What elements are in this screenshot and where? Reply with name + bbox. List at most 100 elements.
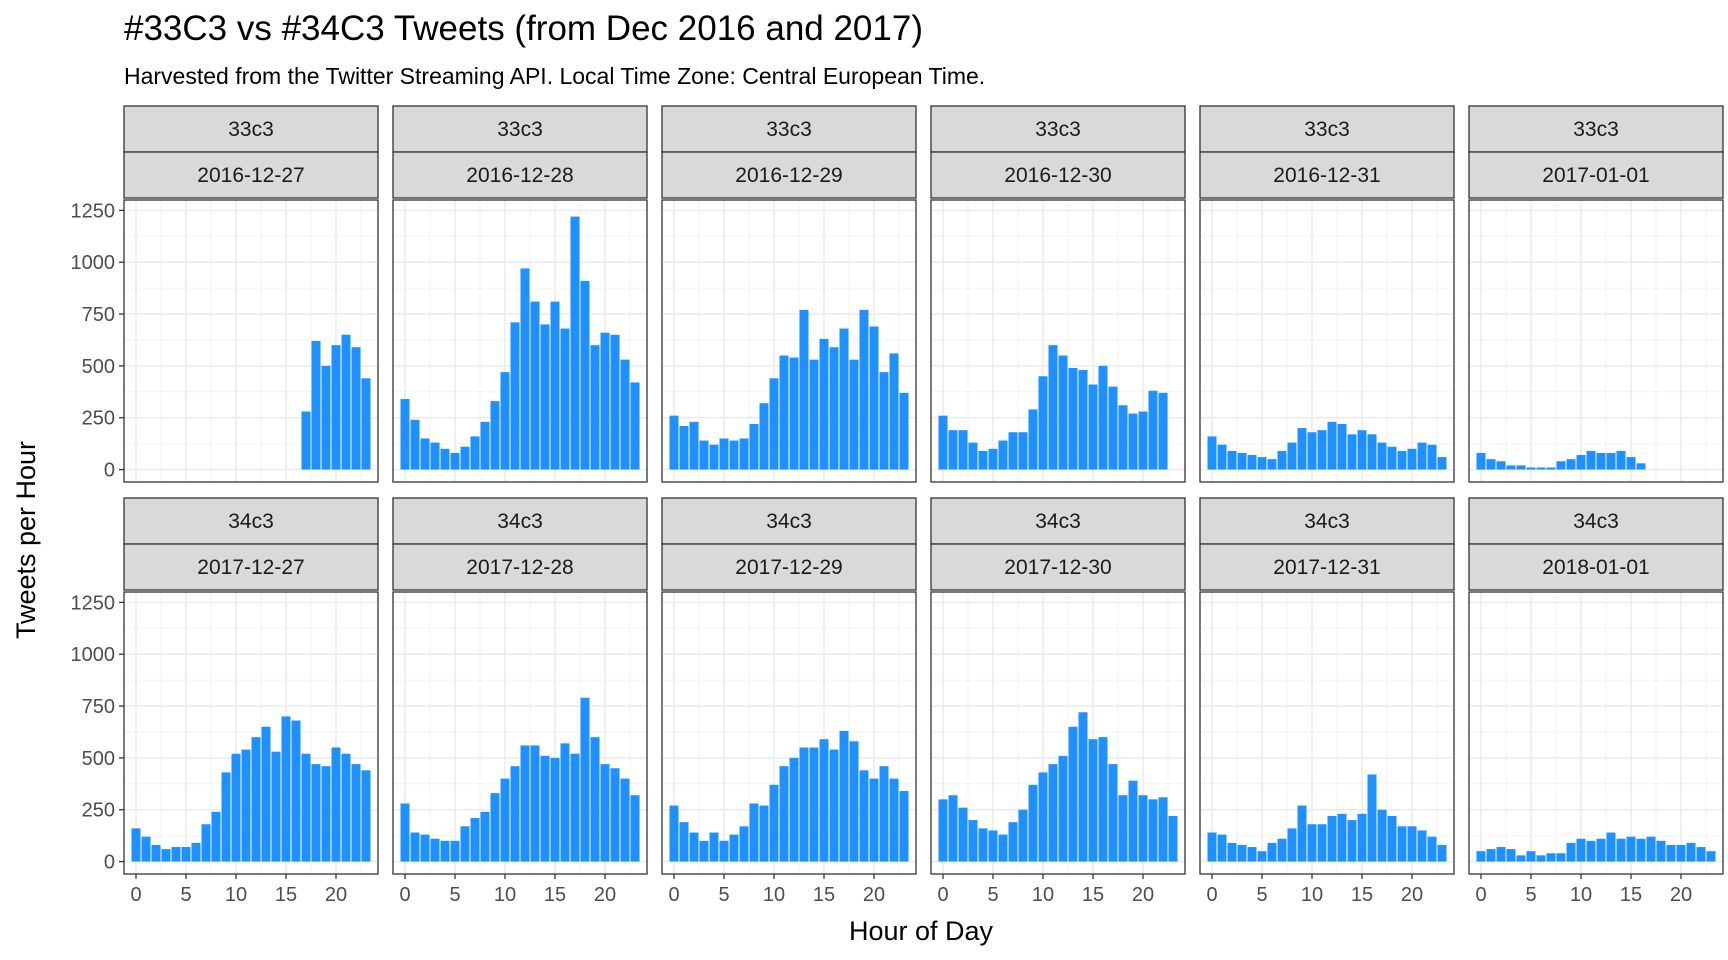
bar — [321, 365, 331, 470]
x-tick-label: 10 — [494, 884, 516, 906]
bar — [1048, 764, 1058, 862]
y-tick-label: 0 — [104, 852, 115, 874]
bar — [590, 737, 600, 862]
bar — [1068, 367, 1078, 470]
bar — [1168, 815, 1178, 862]
bar — [420, 438, 430, 470]
bar — [709, 444, 719, 470]
bar — [241, 749, 251, 862]
bar — [1546, 467, 1556, 470]
strip-date-label: 2016-12-31 — [1273, 164, 1380, 187]
bar — [620, 778, 630, 862]
bar — [1098, 365, 1108, 470]
bar — [1606, 832, 1616, 862]
strip-event-label: 33c3 — [1573, 118, 1619, 141]
bar — [301, 753, 311, 862]
bar — [988, 830, 998, 862]
bar — [500, 778, 510, 862]
x-tick-label: 10 — [1032, 884, 1054, 906]
strip-date-bg — [661, 151, 917, 199]
bar — [1476, 452, 1486, 470]
strip-event-bg — [1199, 105, 1455, 153]
panel-border — [1468, 199, 1724, 483]
x-tick-label: 20 — [1401, 884, 1423, 906]
bar — [1148, 799, 1158, 862]
bar — [958, 807, 968, 862]
bar — [1028, 409, 1038, 470]
bar — [759, 403, 769, 470]
panel-border — [392, 591, 648, 875]
x-tick-label: 15 — [275, 884, 297, 906]
strip-date-bg — [1468, 151, 1724, 199]
bar — [1626, 457, 1636, 470]
x-tick-label: 15 — [1351, 884, 1373, 906]
bar — [1058, 755, 1068, 862]
bar — [779, 766, 789, 862]
bar — [739, 438, 749, 470]
facet-panel: 33c3 2016-12-31 — [1199, 105, 1455, 483]
bar — [1337, 813, 1347, 862]
y-tick-label: 750 — [82, 696, 115, 718]
bar — [1506, 849, 1516, 862]
bar — [1267, 459, 1277, 470]
bar — [361, 770, 371, 862]
bar — [958, 430, 968, 470]
strip-event-label: 33c3 — [497, 118, 543, 141]
bar — [978, 450, 988, 470]
bar — [440, 448, 450, 470]
strip-date-bg — [1199, 151, 1455, 199]
strip-event-bg — [661, 105, 917, 153]
bar — [530, 301, 540, 470]
bar — [1307, 824, 1317, 862]
bar — [819, 338, 829, 470]
bar — [1566, 842, 1576, 862]
bar — [331, 747, 341, 862]
bar — [540, 324, 550, 470]
bar — [171, 847, 181, 862]
bar — [789, 357, 799, 470]
strip-date-bg — [123, 151, 379, 199]
bar — [809, 747, 819, 862]
panel-border — [1199, 199, 1455, 483]
bar — [1138, 411, 1148, 470]
bar — [1556, 853, 1566, 862]
bar — [311, 764, 321, 862]
facet-panel: 34c3 2017-12-28 0 5 10 15 20 — [392, 497, 648, 906]
bar — [600, 764, 610, 862]
bar — [1486, 849, 1496, 862]
bar — [1277, 450, 1287, 470]
bar — [1128, 780, 1138, 862]
bar — [1387, 446, 1397, 470]
x-tick-label: 20 — [1132, 884, 1154, 906]
bar — [610, 768, 620, 862]
bar — [1506, 465, 1516, 470]
bar — [879, 766, 889, 862]
bar — [400, 803, 410, 862]
bar — [1317, 430, 1327, 470]
y-tick-label: 250 — [82, 800, 115, 822]
bar — [510, 766, 520, 862]
y-tick-label: 500 — [82, 748, 115, 770]
bar — [1297, 428, 1307, 470]
bar — [1247, 455, 1257, 470]
x-tick-label: 5 — [987, 884, 998, 906]
strip-event-label: 34c3 — [228, 510, 274, 533]
bar — [1237, 844, 1247, 862]
bar — [1008, 432, 1018, 470]
x-tick-label: 15 — [813, 884, 835, 906]
bar — [201, 824, 211, 862]
panel-border — [392, 199, 648, 483]
bar — [1038, 376, 1048, 470]
bar — [500, 372, 510, 470]
bar — [1307, 432, 1317, 470]
bar — [1566, 459, 1576, 470]
bar — [1327, 421, 1337, 470]
bar — [1397, 450, 1407, 470]
bar — [1038, 772, 1048, 862]
bar — [948, 430, 958, 470]
panel-border — [930, 591, 1186, 875]
bar — [1606, 452, 1616, 470]
bar — [1616, 450, 1626, 470]
strip-event-label: 33c3 — [1035, 118, 1081, 141]
y-tick-label: 1250 — [71, 592, 116, 614]
